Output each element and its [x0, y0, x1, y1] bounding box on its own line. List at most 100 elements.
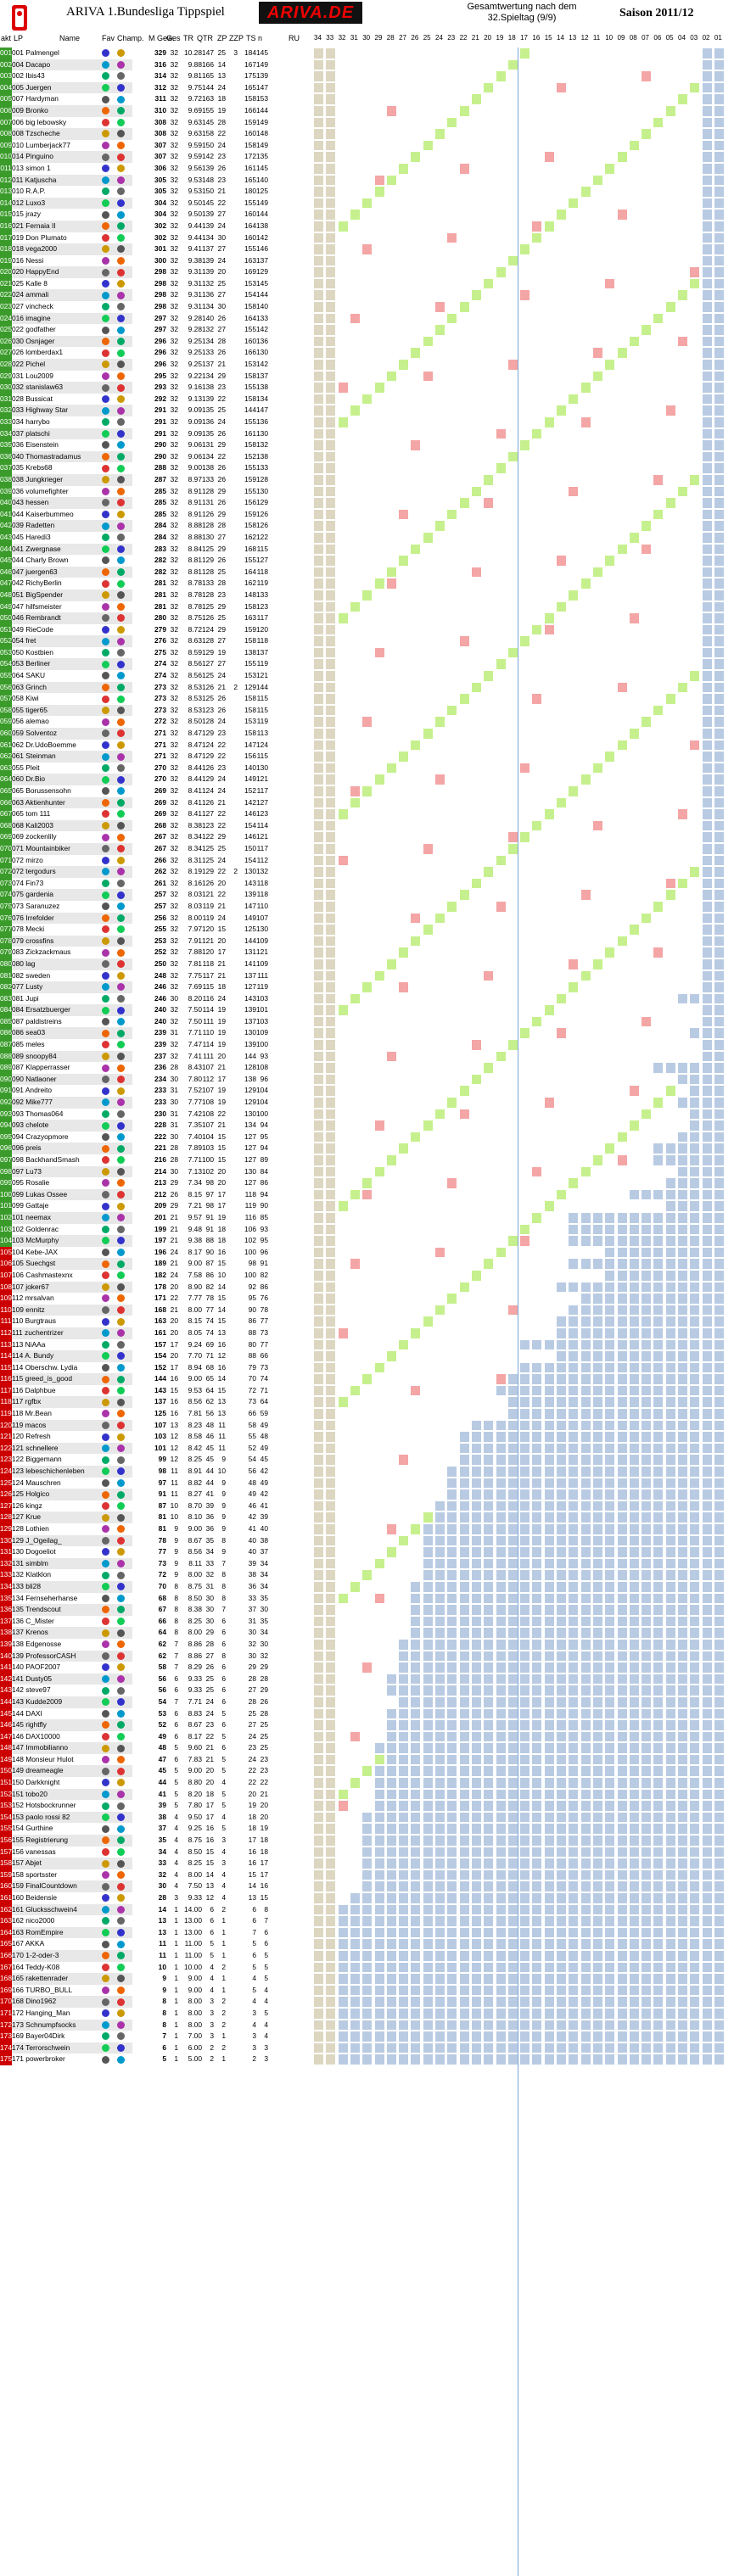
cell-sp: 32 [166, 820, 178, 832]
champion-club-icon [117, 128, 132, 140]
cell-ru: 165 [238, 82, 256, 94]
cell-ru: 161 [238, 163, 256, 175]
cell-pts: 302 [148, 232, 166, 244]
cell-pts: 280 [148, 612, 166, 624]
table-row: 023 027 vincheck 298 32 9.31 134 30 158 140 [0, 301, 268, 313]
cell-empty [132, 555, 148, 567]
favorite-club-icon [102, 128, 117, 140]
club-crest-icon [102, 465, 109, 472]
cell-q: 8.16 [178, 878, 202, 890]
club-crest-icon [102, 868, 109, 875]
cell-tr: 126 [202, 612, 214, 624]
cell-ts: 24 [214, 716, 226, 728]
cell-rk: 002 [0, 59, 12, 71]
club-crest-icon [117, 764, 125, 772]
cell-empty [132, 324, 148, 336]
cell-tr: 125 [202, 544, 214, 556]
favorite-club-icon [102, 670, 117, 682]
club-crest-icon [117, 187, 125, 195]
cell-ts: 22 [214, 451, 226, 463]
cell-pts: 276 [148, 635, 166, 647]
cell-q: 8.34 [178, 831, 202, 843]
cell-q: 9.44 [178, 221, 202, 232]
ariva-logo: ARIVA.DE [259, 2, 362, 24]
club-crest-icon [117, 684, 125, 691]
cell-li: 140 [256, 175, 268, 187]
table-row: 004 005 Juergen 312 32 9.75 144 24 165 147 [0, 82, 268, 94]
club-crest-icon [102, 488, 109, 495]
cell-sp: 32 [166, 405, 178, 416]
club-crest-icon [102, 360, 109, 368]
cell-ru: 172 [238, 151, 256, 163]
table-row: 012 011 Katjuscha 305 32 9.53 148 23 165 140 [0, 175, 268, 187]
cell-zp [226, 70, 238, 82]
club-crest-icon [102, 591, 109, 599]
cell-zp [226, 416, 238, 428]
cell-name: 047 juergen63 [12, 567, 102, 578]
cell-empty [132, 820, 148, 832]
champion-club-icon [117, 693, 132, 705]
cell-sp: 32 [166, 462, 178, 474]
gameday-label: 19 [496, 34, 504, 42]
favorite-club-icon [102, 359, 117, 371]
cell-q: 8.47 [178, 740, 202, 752]
table-row: 044 041 Zwergnase 283 32 8.84 125 29 168 115 [0, 544, 268, 556]
cell-name: 040 Thomastradamus [12, 451, 102, 463]
cell-sp: 32 [166, 140, 178, 152]
cell-q: 9.75 [178, 82, 202, 94]
cell-rk: 031 [0, 394, 12, 405]
cell-rk: 061 [0, 740, 12, 752]
gameday-label: 27 [399, 34, 406, 42]
cell-tr: 135 [202, 428, 214, 440]
club-crest-icon [117, 465, 125, 472]
cell-empty [132, 486, 148, 498]
cell-tr: 145 [202, 117, 214, 129]
cell-ts: 24 [214, 785, 226, 797]
cell-pts: 270 [148, 774, 166, 785]
club-crest-icon [117, 545, 125, 553]
favorite-club-icon [102, 439, 117, 451]
cell-ru: 160 [238, 232, 256, 244]
club-crest-icon [117, 199, 125, 207]
champion-club-icon [117, 439, 132, 451]
club-crest-icon [102, 84, 109, 92]
cell-q: 8.19 [178, 866, 202, 878]
cell-sp: 32 [166, 278, 178, 290]
club-crest-icon [117, 130, 125, 137]
cell-empty [132, 151, 148, 163]
cell-rk: 019 [0, 255, 12, 267]
champion-club-icon [117, 82, 132, 94]
gameday-label: 32 [339, 34, 346, 42]
favorite-club-icon [102, 70, 117, 82]
cell-pts: 301 [148, 243, 166, 255]
gameday-label: 34 [314, 34, 322, 42]
table-row: 038 038 Jungkrieger 287 32 8.97 133 26 159 128 [0, 474, 268, 486]
favorite-club-icon [102, 497, 117, 509]
table-row: 014 012 Luxo3 304 32 9.50 145 22 155 149 [0, 198, 268, 210]
cell-ts: 24 [214, 774, 226, 785]
club-crest-icon [117, 891, 125, 899]
table-row: 054 053 Berliner 274 32 8.56 127 27 155 119 [0, 658, 268, 670]
cell-empty [132, 705, 148, 717]
cell-name: 021 Fernaia II [12, 221, 102, 232]
favorite-club-icon [102, 658, 117, 670]
cell-pts: 305 [148, 175, 166, 187]
champion-club-icon [117, 451, 132, 463]
cell-li: 125 [256, 186, 268, 198]
favorite-club-icon [102, 567, 117, 578]
table-row: 019 016 Nessi 300 32 9.38 139 24 163 137 [0, 255, 268, 267]
cell-ts: 28 [214, 578, 226, 590]
gameday-label: 10 [605, 34, 613, 42]
champion-club-icon [117, 520, 132, 532]
cell-ts: 26 [214, 163, 226, 175]
cell-empty [132, 520, 148, 532]
cell-pts: 270 [148, 763, 166, 774]
cell-rk: 006 [0, 105, 12, 117]
cell-zp [226, 520, 238, 532]
cell-li: 135 [256, 151, 268, 163]
cell-ru: 158 [238, 439, 256, 451]
cell-q: 9.81 [178, 70, 202, 82]
champion-club-icon [117, 266, 132, 278]
cell-empty [132, 831, 148, 843]
cell-sp: 32 [166, 371, 178, 383]
